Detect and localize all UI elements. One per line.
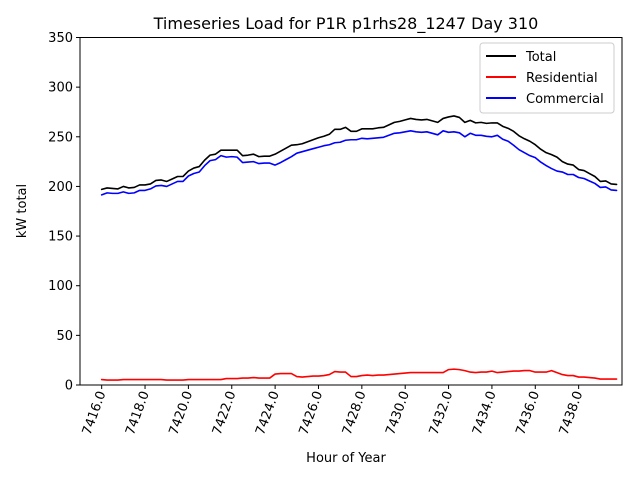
- y-tick-label: 100: [48, 279, 73, 294]
- legend-label-residential: Residential: [526, 71, 598, 86]
- series-line-residential: [100, 368, 618, 381]
- series-line-commercial: [100, 130, 618, 196]
- legend: Total Residential Commercial: [479, 42, 615, 114]
- y-tick-label: 350: [48, 31, 73, 46]
- y-tick-label: 50: [56, 329, 73, 344]
- x-axis-label: Hour of Year: [306, 451, 386, 466]
- y-axis-label: kW total: [15, 184, 30, 238]
- y-tick-label: 0: [65, 379, 73, 394]
- series-line-total: [100, 115, 618, 191]
- y-tick-label: 150: [48, 230, 73, 245]
- chart-title: Timeseries Load for P1R p1rhs28_1247 Day…: [153, 14, 539, 34]
- legend-box: [479, 42, 615, 114]
- y-tick-label: 250: [48, 130, 73, 145]
- plot-frame: [79, 37, 623, 386]
- y-axis-ticks: 0 50 100 150 200 250 300 350: [48, 31, 80, 394]
- y-tick-label: 300: [48, 81, 73, 96]
- legend-label-total: Total: [525, 50, 556, 65]
- series-group: [100, 115, 618, 381]
- legend-label-commercial: Commercial: [526, 92, 604, 107]
- y-tick-label: 200: [48, 180, 73, 195]
